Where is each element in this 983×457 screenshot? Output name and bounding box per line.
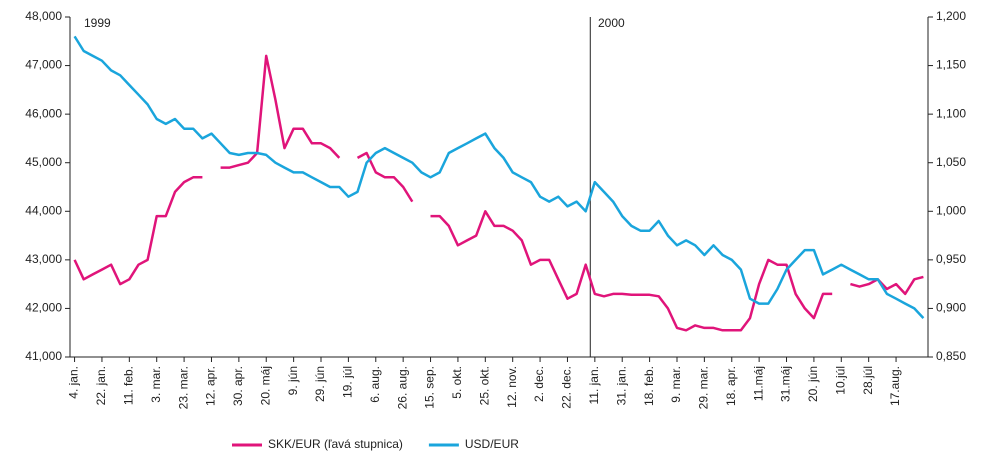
y-tick-label: 46,000 <box>25 106 62 120</box>
legend-label: USD/EUR <box>465 437 519 451</box>
x-tick-label: 10.júl <box>833 366 847 395</box>
x-tick-label: 19. júl <box>341 366 355 398</box>
x-tick-label: 11. feb. <box>122 366 136 405</box>
y2-tick-label: 1,000 <box>936 203 966 217</box>
x-tick-label: 18. apr. <box>724 366 738 406</box>
series-line <box>73 35 925 319</box>
x-tick-label: 3. mar. <box>149 366 163 403</box>
series-line <box>73 54 924 332</box>
x-tick-label: 17.aug. <box>888 366 902 406</box>
x-tick-label: 22. dec. <box>560 366 574 409</box>
y-tick-label: 41,000 <box>25 349 62 363</box>
y2-tick-label: 0,850 <box>936 349 966 363</box>
y2-tick-label: 1,150 <box>936 58 966 72</box>
x-tick-label: 20. jún <box>806 366 820 402</box>
x-tick-label: 4. jan. <box>67 366 81 399</box>
x-tick-label: 9. jún <box>286 366 300 395</box>
x-tick-label: 9. mar. <box>669 366 683 403</box>
x-tick-label: 29. mar. <box>697 366 711 409</box>
x-tick-label: 28.júl <box>861 366 875 395</box>
annotation: 2000 <box>598 16 625 30</box>
y-tick-label: 44,000 <box>25 203 62 217</box>
x-tick-label: 18. feb. <box>642 366 656 406</box>
annotation: 1999 <box>84 16 111 30</box>
x-tick-label: 26. aug. <box>395 366 409 409</box>
x-tick-label: 30. apr. <box>231 366 245 406</box>
y-tick-label: 47,000 <box>25 58 62 72</box>
x-tick-label: 22. jan. <box>94 366 108 405</box>
x-tick-label: 11.máj <box>751 366 765 401</box>
x-tick-label: 25. okt. <box>477 366 491 405</box>
x-tick-label: 23. mar. <box>176 366 190 409</box>
y2-tick-label: 0,900 <box>936 301 966 315</box>
y2-tick-label: 1,050 <box>936 155 966 169</box>
x-tick-label: 12. nov. <box>505 366 519 408</box>
y2-tick-label: 1,100 <box>936 106 966 120</box>
x-tick-label: 20. máj <box>258 366 272 405</box>
y-tick-label: 45,000 <box>25 155 62 169</box>
x-tick-label: 2. dec. <box>532 366 546 402</box>
y2-tick-label: 1,200 <box>936 9 966 23</box>
y-tick-label: 42,000 <box>25 301 62 315</box>
legend-label: SKK/EUR (ľavá stupnica) <box>268 437 403 451</box>
x-tick-label: 12. apr. <box>204 366 218 406</box>
y-tick-label: 43,000 <box>25 252 62 266</box>
y-tick-label: 48,000 <box>25 9 62 23</box>
x-tick-label: 31. jan. <box>614 366 628 405</box>
x-tick-label: 6. aug. <box>368 366 382 403</box>
x-tick-label: 31.máj <box>779 366 793 402</box>
x-tick-label: 11. jan. <box>587 366 601 404</box>
x-tick-label: 15. sep. <box>423 366 437 409</box>
x-tick-label: 29. jún <box>313 366 327 402</box>
y2-tick-label: 0,950 <box>936 252 966 266</box>
x-tick-label: 5. okt. <box>450 366 464 399</box>
